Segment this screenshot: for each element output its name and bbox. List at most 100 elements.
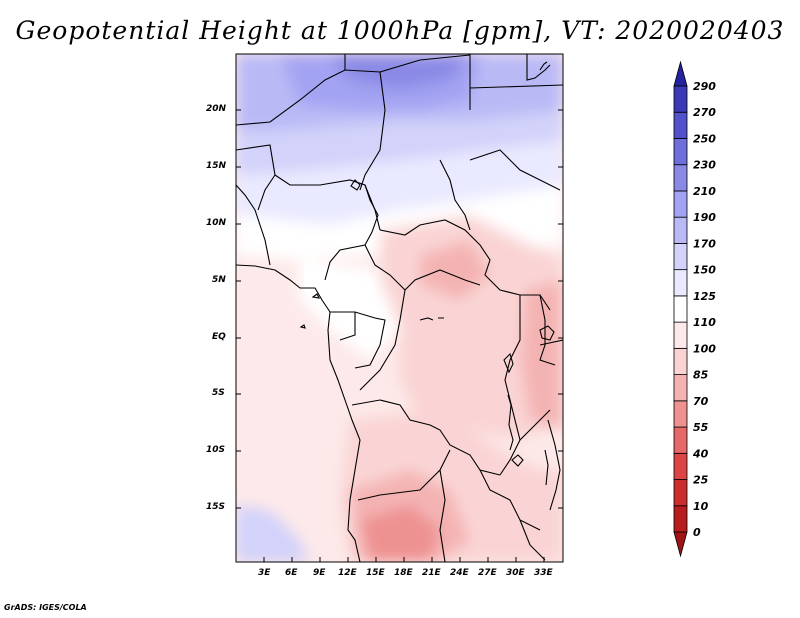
field-darkest-blue	[330, 54, 470, 90]
island-sao-tome	[299, 324, 306, 329]
lat-label-15s: 15S	[206, 502, 226, 512]
lat-label-10s: 10S	[206, 445, 226, 455]
colorbar-box	[673, 426, 688, 454]
colorbar-label: 110	[693, 316, 716, 329]
colorbar-label: 290	[693, 80, 716, 93]
colorbar-label: 230	[693, 159, 716, 172]
lon-label-30e: 30E	[506, 568, 525, 578]
lon-label-3e: 3E	[258, 568, 271, 578]
border-car-south	[364, 244, 481, 291]
lon-label-18e: 18E	[394, 568, 413, 578]
lat-label-5s: 5S	[212, 388, 225, 398]
lat-ticks	[236, 109, 563, 509]
colorbar-label: 10	[693, 500, 709, 513]
lon-label-15e: 15E	[366, 568, 385, 578]
colorbar-box	[673, 111, 688, 139]
colorbar-box	[673, 347, 688, 375]
border-sahara-1	[236, 54, 471, 126]
lake-albert	[503, 352, 514, 374]
border-drc-east	[504, 295, 521, 441]
border-benin	[236, 184, 271, 266]
colorbar-label: 125	[693, 290, 716, 303]
border-uganda	[539, 294, 556, 366]
border-congo-drc	[359, 289, 406, 391]
colorbar-boxes	[673, 60, 688, 558]
colorbar-arrow-top	[673, 60, 688, 87]
border-cameroon	[324, 184, 379, 281]
colorbar-box	[673, 216, 688, 244]
lake-victoria	[539, 325, 555, 341]
colorbar-box	[673, 374, 688, 402]
lat-label-10n: 10N	[206, 218, 227, 228]
lon-ticks	[263, 557, 545, 562]
colorbar-box	[673, 269, 688, 297]
border-egypt-sudan	[469, 84, 563, 89]
border-car-sudan	[379, 219, 551, 311]
colorbar-box	[673, 85, 688, 113]
border-angola-drc	[351, 399, 501, 476]
colorbar-label: 250	[693, 132, 716, 145]
island-bioko	[311, 293, 320, 299]
lat-label-15n: 15N	[206, 161, 227, 171]
colorbar-box	[673, 400, 688, 428]
colorbar: 0 10 25 40 55 70 85 100 110 125 150 170 190 210 230 250…	[673, 60, 716, 558]
colorbar-box	[673, 138, 688, 166]
border-chad-sudan	[359, 71, 386, 191]
lon-label-6e: 6E	[285, 568, 298, 578]
colorbar-label: 55	[693, 421, 709, 434]
colorbar-box	[673, 295, 688, 323]
colorbar-labels: 0 10 25 40 55 70 85 100 110 125 150 170 190 210 230 250…	[692, 80, 716, 539]
colorbar-label: 25	[693, 474, 709, 487]
lat-label-20n: 20N	[206, 104, 227, 114]
lon-label-12e: 12E	[338, 568, 357, 578]
lon-label-9e: 9E	[313, 568, 326, 578]
colorbar-box	[673, 190, 688, 218]
colorbar-label: 0	[693, 526, 701, 539]
border-mozambique	[519, 519, 546, 561]
colorbar-box	[673, 164, 688, 192]
country-boundaries	[236, 54, 563, 562]
colorbar-label: 40	[692, 447, 709, 460]
border-kenya	[539, 339, 563, 346]
colorbar-label: 85	[693, 369, 709, 382]
colorbar-label: 100	[693, 342, 716, 355]
colorbar-label: 170	[693, 237, 716, 250]
border-namibia-botswana	[439, 469, 446, 562]
grads-credit: GrADS: IGES/COLA	[4, 603, 87, 612]
coastline-west	[236, 264, 361, 562]
border-sudan-east	[469, 149, 561, 191]
river-congo	[419, 317, 444, 321]
lon-label-33e: 33E	[534, 568, 553, 578]
field-kalahari-deep	[360, 505, 440, 562]
colorbar-box	[673, 505, 688, 533]
map-frame	[235, 53, 564, 563]
coast-red-sea	[526, 54, 551, 81]
border-malawi	[547, 419, 561, 511]
colorbar-box	[673, 243, 688, 271]
lon-label-27e: 27E	[478, 568, 497, 578]
lat-label-eq: EQ	[212, 332, 226, 342]
field-white-blob	[304, 264, 346, 305]
lat-label-5n: 5N	[212, 275, 226, 285]
border-niger-nigeria	[236, 144, 381, 231]
geopotential-field	[236, 54, 563, 562]
colorbar-box	[673, 321, 688, 349]
colorbar-label: 70	[693, 395, 709, 408]
lake-tanganyika	[507, 394, 514, 451]
border-sudan-chad	[439, 159, 471, 231]
lon-label-24e: 24E	[450, 568, 469, 578]
field-sw-blue	[236, 505, 310, 562]
border-angola-namibia	[357, 449, 451, 501]
map-title: Geopotential Height at 1000hPa [gpm], VT…	[15, 16, 785, 45]
border-zambia-zimbabwe	[479, 469, 541, 531]
colorbar-label: 270	[693, 106, 716, 119]
colorbar-arrow-bottom	[673, 531, 688, 558]
border-eq-guinea	[339, 312, 356, 341]
lake-mweru	[511, 454, 524, 467]
colorbar-label: 190	[693, 211, 716, 224]
colorbar-label: 150	[693, 264, 716, 277]
lake-malawi	[544, 449, 549, 486]
lake-chad	[350, 179, 361, 191]
